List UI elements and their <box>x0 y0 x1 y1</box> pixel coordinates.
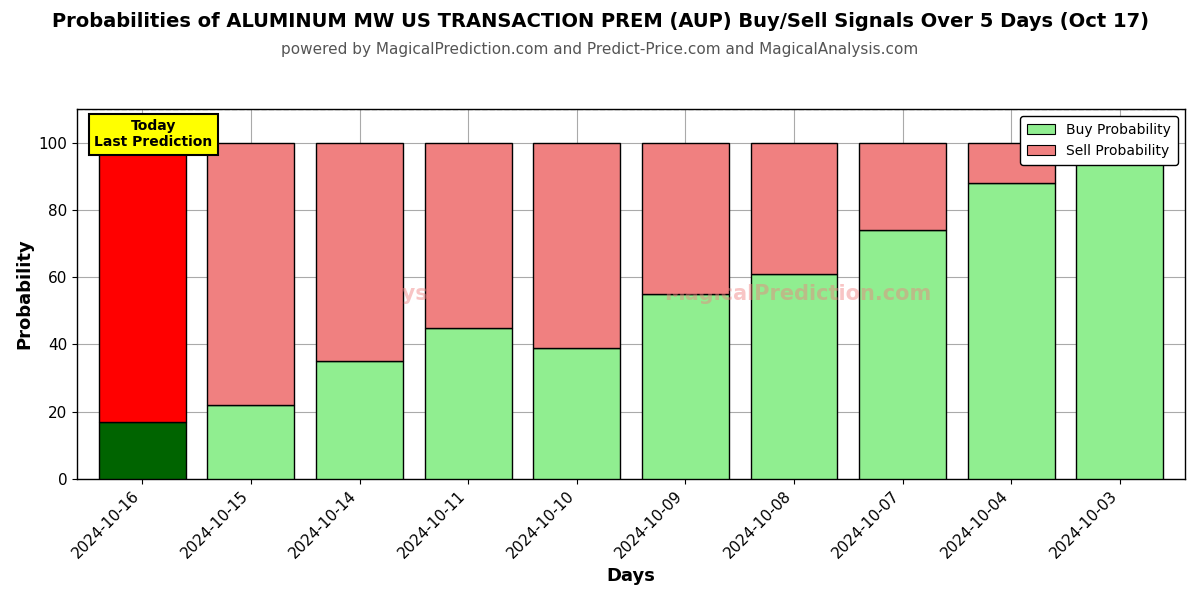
Bar <box>967 143 1055 183</box>
Bar <box>750 274 838 479</box>
Text: powered by MagicalPrediction.com and Predict-Price.com and MagicalAnalysis.com: powered by MagicalPrediction.com and Pre… <box>281 42 919 57</box>
Legend: Buy Probability, Sell Probability: Buy Probability, Sell Probability <box>1020 116 1178 165</box>
Bar <box>208 143 294 405</box>
Bar <box>859 230 946 479</box>
Bar <box>98 422 186 479</box>
Bar <box>642 143 728 294</box>
Text: calAnalysis.com: calAnalysis.com <box>316 284 503 304</box>
Bar <box>316 361 403 479</box>
Bar <box>859 143 946 230</box>
Text: MagicalPrediction.com: MagicalPrediction.com <box>664 284 931 304</box>
Bar <box>967 183 1055 479</box>
Bar <box>425 328 511 479</box>
Bar <box>425 143 511 328</box>
X-axis label: Days: Days <box>607 567 655 585</box>
Text: Probabilities of ALUMINUM MW US TRANSACTION PREM (AUP) Buy/Sell Signals Over 5 D: Probabilities of ALUMINUM MW US TRANSACT… <box>52 12 1148 31</box>
Text: Today
Last Prediction: Today Last Prediction <box>94 119 212 149</box>
Bar <box>1076 143 1163 479</box>
Bar <box>208 405 294 479</box>
Bar <box>750 143 838 274</box>
Bar <box>316 143 403 361</box>
Bar <box>533 347 620 479</box>
Bar <box>98 143 186 422</box>
Bar <box>642 294 728 479</box>
Bar <box>533 143 620 347</box>
Y-axis label: Probability: Probability <box>14 239 32 349</box>
